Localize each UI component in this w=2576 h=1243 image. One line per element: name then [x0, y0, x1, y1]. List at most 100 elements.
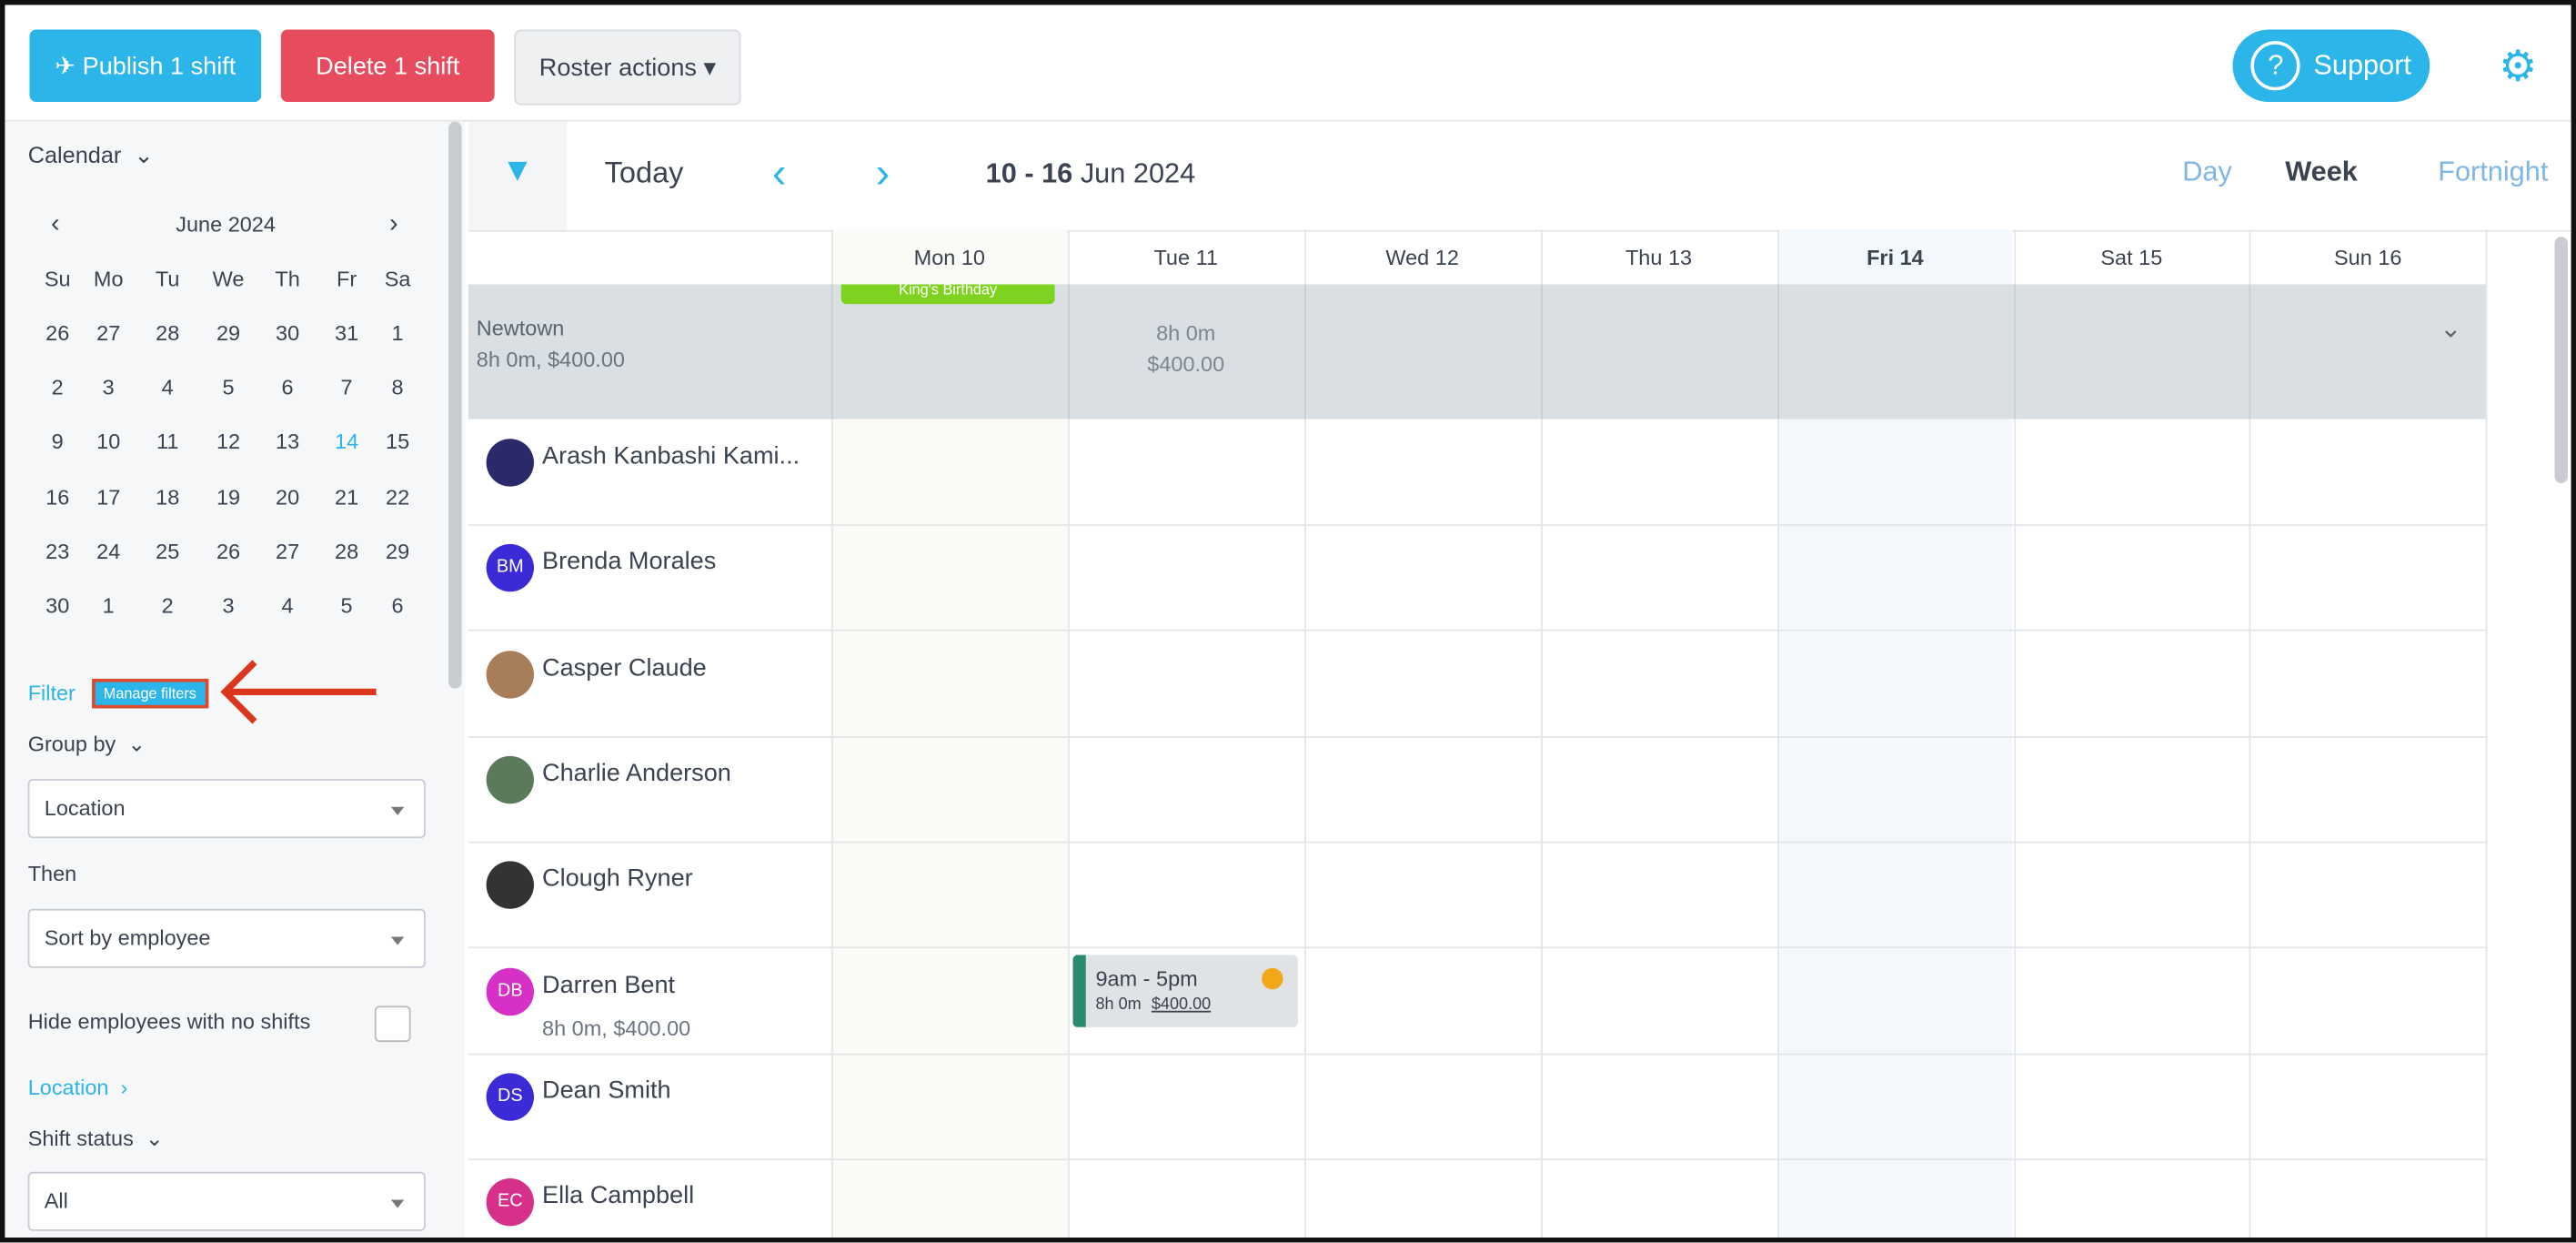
location-link[interactable]: Location › — [27, 1075, 128, 1100]
calendar-day[interactable]: 30 — [45, 593, 70, 619]
calendar-day[interactable]: 13 — [276, 429, 300, 455]
employee-name[interactable]: Charlie Anderson — [542, 759, 731, 787]
group-select[interactable]: Location — [27, 779, 426, 839]
calendar-day[interactable]: 4 — [161, 375, 174, 400]
calendar-day[interactable]: 5 — [222, 375, 235, 400]
column-line — [2013, 229, 2016, 1238]
prev-week[interactable]: ‹ — [771, 147, 787, 197]
status-select[interactable]: All — [27, 1171, 426, 1231]
row-line — [468, 524, 2486, 526]
calendar-day[interactable]: 12 — [216, 429, 241, 455]
next-month[interactable]: › — [389, 210, 398, 238]
calendar-day[interactable]: 7 — [340, 375, 353, 400]
employee-name[interactable]: Ella Campbell — [542, 1181, 695, 1210]
status-select-text: All — [44, 1187, 68, 1213]
calendar-day[interactable]: 10 — [96, 429, 121, 455]
shift-status[interactable]: Shift status ⌄ — [27, 1126, 164, 1151]
calendar-day[interactable]: 27 — [276, 539, 300, 564]
weekday: Sa — [384, 266, 411, 291]
support-button[interactable]: ? Support — [2232, 29, 2430, 102]
calendar-day[interactable]: 18 — [156, 484, 180, 510]
shift-status-text: Shift status — [27, 1126, 134, 1151]
calendar-day[interactable]: 5 — [340, 593, 353, 619]
prev-month[interactable]: ‹ — [50, 210, 60, 238]
column-line — [830, 284, 833, 419]
calendar-day[interactable]: 6 — [391, 593, 404, 619]
employee-name[interactable]: Casper Claude — [542, 653, 707, 682]
delete-button[interactable]: Delete 1 shift — [280, 29, 495, 102]
roster-button[interactable]: Roster actions ▾ — [514, 29, 741, 106]
column-line — [1540, 229, 1543, 1238]
calendar-day[interactable]: 20 — [276, 484, 300, 510]
employee-name[interactable]: Dean Smith — [542, 1076, 671, 1105]
calendar-day[interactable]: 15 — [386, 429, 410, 455]
group-select-text: Location — [44, 795, 126, 821]
then-select[interactable]: Sort by employee — [27, 908, 426, 968]
view-tab[interactable]: Fortnight — [2438, 156, 2549, 187]
today-button[interactable]: Today — [604, 156, 684, 189]
calendar-day[interactable]: 2 — [51, 375, 64, 400]
settings-icon[interactable]: ⚙ — [2499, 41, 2538, 91]
avatar — [486, 650, 534, 698]
column-line — [830, 229, 833, 1238]
collapse-icon[interactable]: ⌄ — [2440, 315, 2462, 344]
calendar-day[interactable]: 29 — [386, 539, 410, 564]
calendar-day[interactable]: 27 — [96, 320, 121, 346]
filter-label[interactable]: Filter — [27, 680, 75, 705]
calendar-day[interactable]: 30 — [276, 320, 300, 346]
manage-filters[interactable]: Manage filters — [92, 678, 208, 709]
calendar-day[interactable]: 31 — [335, 320, 359, 346]
column-line — [2249, 284, 2252, 419]
calendar-day[interactable]: 17 — [96, 484, 121, 510]
hide-checkbox[interactable] — [374, 1006, 411, 1043]
calendar-day[interactable]: 11 — [156, 429, 179, 455]
shift-hours: 8h 0m — [1095, 995, 1142, 1014]
publish-button[interactable]: ✈ Publish 1 shift — [29, 29, 262, 102]
calendar-day[interactable]: 1 — [391, 320, 404, 346]
calendar-day[interactable]: 25 — [156, 539, 180, 564]
calendar-day[interactable]: 1 — [102, 593, 115, 619]
shift-time: 9am - 5pm — [1095, 965, 1198, 991]
calendar-day[interactable]: 3 — [102, 375, 115, 400]
employee-name[interactable]: Clough Ryner — [542, 864, 693, 894]
calendar-day[interactable]: 26 — [45, 320, 70, 346]
sidebar: Calendar ⌄ ‹ June 2024 › Filter Manage f… — [5, 121, 466, 1238]
calendar-day[interactable]: 4 — [281, 593, 294, 619]
view-tab[interactable]: Week — [2285, 156, 2358, 187]
calendar-day[interactable]: 6 — [281, 375, 294, 400]
row-line — [468, 841, 2486, 844]
avatar — [486, 439, 534, 487]
calendar-day[interactable]: 9 — [51, 429, 64, 455]
shift-cost: $400.00 — [1151, 995, 1212, 1014]
group-by[interactable]: Group by ⌄ — [27, 731, 146, 756]
calendar-day[interactable]: 14 — [335, 429, 359, 455]
calendar-day[interactable]: 23 — [45, 539, 70, 564]
view-tab[interactable]: Day — [2182, 156, 2232, 187]
calendar-day[interactable]: 26 — [216, 539, 241, 564]
employee-name[interactable]: Arash Kanbashi Kami... — [542, 441, 800, 470]
shift-card[interactable]: 9am - 5pm 8h 0m $400.00 — [1072, 954, 1298, 1026]
next-week[interactable]: › — [875, 147, 891, 197]
calendar-day[interactable]: 8 — [391, 375, 404, 400]
calendar-day[interactable]: 21 — [335, 484, 359, 510]
employee-name[interactable]: Darren Bent — [542, 970, 676, 999]
calendar-day[interactable]: 29 — [216, 320, 241, 346]
filter-icon[interactable]: ▼ — [468, 121, 568, 230]
calendar-day[interactable]: 22 — [386, 484, 410, 510]
group-by-text: Group by — [27, 731, 116, 756]
weekday: Mo — [93, 266, 124, 291]
calendar-label[interactable]: Calendar ⌄ — [27, 141, 154, 168]
calendar-day[interactable]: 28 — [335, 539, 359, 564]
calendar-day[interactable]: 3 — [222, 593, 235, 619]
day-header: Fri 14 — [1867, 245, 1924, 270]
row-line — [468, 735, 2486, 738]
calendar-day[interactable]: 19 — [216, 484, 241, 510]
support-icon: ? — [2250, 41, 2300, 91]
month-label: June 2024 — [176, 211, 276, 237]
employee-name[interactable]: Brenda Morales — [542, 547, 717, 576]
calendar-day[interactable]: 2 — [161, 593, 174, 619]
calendar-day[interactable]: 24 — [96, 539, 121, 564]
calendar-day[interactable]: 16 — [45, 484, 70, 510]
calendar-day[interactable]: 28 — [156, 320, 180, 346]
warning-icon — [1261, 966, 1283, 989]
